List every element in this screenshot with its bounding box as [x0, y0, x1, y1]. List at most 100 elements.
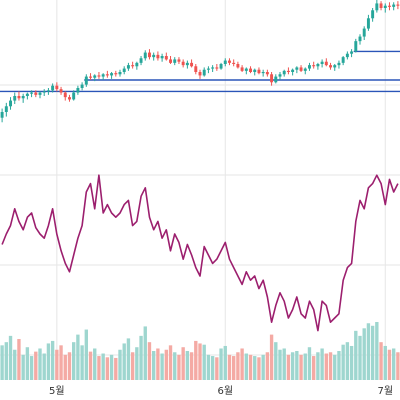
volume-bar	[152, 351, 156, 380]
candle	[17, 91, 21, 101]
candle-body	[341, 57, 345, 63]
candle-body	[21, 96, 25, 99]
volume-bar	[17, 339, 21, 380]
candle-body	[350, 51, 354, 54]
candle-body	[392, 4, 396, 7]
candle	[114, 70, 118, 77]
candle-body	[185, 62, 189, 66]
candle-body	[337, 62, 341, 66]
volume-bar	[244, 353, 248, 380]
candle	[270, 72, 274, 86]
candle-body	[177, 59, 181, 62]
candle	[232, 59, 236, 67]
candle	[118, 69, 122, 77]
candle-body	[84, 76, 88, 85]
candle	[177, 57, 181, 64]
candle-body	[152, 54, 156, 58]
volume-bar	[198, 343, 202, 380]
candle-body	[354, 41, 358, 52]
volume-bar	[320, 348, 324, 380]
candle-body	[30, 92, 34, 94]
candle	[105, 70, 109, 78]
candle-body	[282, 70, 286, 75]
volume-bar	[114, 357, 118, 380]
candle	[131, 61, 135, 69]
candle-body	[164, 56, 168, 60]
candle	[316, 62, 320, 70]
volume-bar	[278, 349, 282, 380]
volume-bar	[299, 354, 303, 380]
candle	[194, 64, 198, 75]
volume-bar	[345, 342, 350, 380]
candle-body	[17, 96, 21, 99]
candle	[84, 74, 88, 87]
volume-bar	[139, 335, 143, 380]
candle-body	[316, 64, 320, 67]
candle	[257, 67, 261, 75]
horizontal-levels[interactable]	[0, 50, 400, 93]
volume-bar	[72, 342, 76, 380]
volume-bar	[4, 342, 8, 380]
candle-body	[383, 5, 387, 8]
volume-bar	[105, 357, 110, 380]
volume-bar	[316, 352, 320, 380]
candle-body	[312, 65, 316, 67]
candle	[110, 72, 114, 79]
x-tick-label: 7월	[377, 385, 393, 397]
candle-body	[59, 89, 63, 93]
candle	[236, 61, 240, 69]
candle	[34, 90, 38, 98]
candle-body	[261, 72, 265, 74]
volume-bar	[282, 348, 286, 380]
candle	[135, 61, 139, 70]
candle	[21, 93, 25, 103]
volume-bar	[97, 356, 101, 380]
volume-bar	[370, 325, 375, 380]
volume-bar	[210, 356, 215, 380]
candle	[76, 85, 80, 95]
candle	[30, 90, 34, 98]
candle-body	[236, 64, 240, 68]
indicator-line	[1, 174, 399, 332]
candle-body	[9, 100, 12, 107]
candle-body	[143, 52, 147, 59]
volume-bar	[257, 357, 261, 380]
candle-body	[135, 62, 139, 67]
candle-body	[89, 76, 92, 78]
volume-bar	[42, 353, 46, 380]
candle	[4, 102, 8, 117]
volume-bar	[59, 345, 63, 380]
candle-body	[51, 85, 55, 91]
volume-bar	[290, 352, 295, 380]
candle	[143, 50, 147, 61]
candle-body	[232, 62, 236, 64]
candle	[392, 2, 396, 11]
candle-body	[198, 72, 202, 76]
candle	[80, 82, 84, 91]
candle	[299, 65, 303, 72]
candle-body	[55, 85, 59, 90]
candle-body	[371, 10, 375, 19]
volume-bar	[366, 323, 371, 380]
volume-bar	[34, 351, 38, 380]
volume-bar	[46, 343, 51, 380]
candle	[333, 64, 337, 71]
volume-bar	[25, 347, 30, 380]
volume-bar	[67, 352, 72, 380]
candle	[375, 0, 379, 13]
volume-bar	[202, 344, 206, 380]
volume-bar	[354, 330, 358, 380]
volume-bar	[232, 356, 236, 380]
candle	[185, 60, 189, 69]
candle	[160, 53, 164, 62]
candle	[362, 26, 366, 40]
candle-body	[181, 61, 185, 66]
volume-bar	[50, 340, 55, 380]
volume-bar	[189, 352, 194, 380]
candle-body	[362, 28, 366, 37]
volume-bar	[387, 349, 392, 380]
candle-body	[320, 61, 324, 64]
candle	[89, 73, 92, 80]
